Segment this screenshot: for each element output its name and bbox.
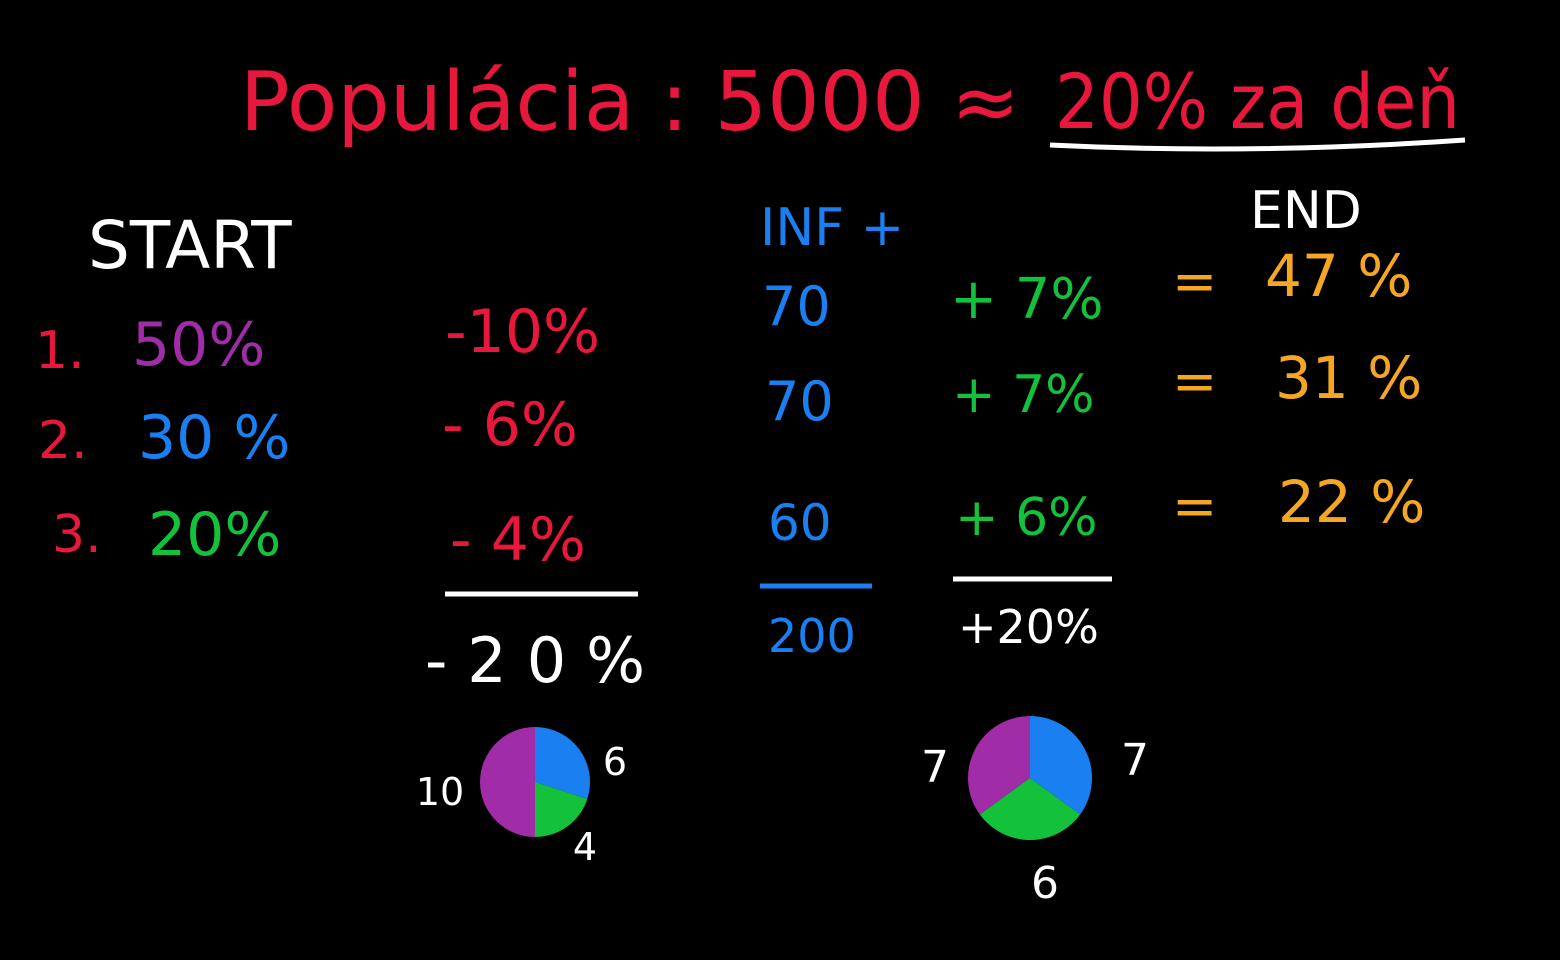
- pie-slice: [1030, 716, 1092, 815]
- gain-total: +20%: [958, 600, 1099, 654]
- loss: - 4%: [450, 505, 586, 575]
- gain: + 7%: [952, 365, 1095, 425]
- title-highlight: 20% za deň: [1055, 57, 1460, 146]
- pie-slice: [967, 716, 1030, 815]
- title: Populácia : 5000 ≈: [240, 55, 1020, 150]
- pie-label: 6: [603, 740, 627, 784]
- loss: - 6%: [442, 390, 578, 460]
- infected: 70: [765, 370, 834, 433]
- end-share: 47 %: [1265, 242, 1412, 310]
- start-header: START: [88, 207, 292, 284]
- equals: =: [1172, 250, 1217, 313]
- pie-slice: [535, 782, 588, 837]
- infected-header: INF +: [760, 198, 904, 258]
- equals: =: [1172, 475, 1217, 538]
- row-index: 1.: [35, 321, 85, 381]
- end-share: 31 %: [1275, 344, 1422, 412]
- end-header: END: [1250, 181, 1362, 241]
- row-index: 2.: [38, 411, 88, 471]
- start-share: 50%: [132, 310, 265, 380]
- pie-slice: [979, 778, 1081, 840]
- start-share: 20%: [148, 500, 281, 570]
- infected: 70: [762, 275, 831, 338]
- equals: =: [1172, 350, 1217, 413]
- infected: 60: [768, 494, 832, 552]
- row-index: 3.: [52, 505, 102, 565]
- loss: -10%: [445, 297, 600, 367]
- pie-label: 7: [921, 742, 949, 793]
- pie-slice: [535, 727, 590, 799]
- infected-total: 200: [768, 609, 856, 663]
- start-share: 30 %: [138, 403, 290, 473]
- pie-label: 7: [1121, 735, 1149, 786]
- pie-label: 6: [1031, 858, 1059, 909]
- pie-slice: [480, 727, 535, 837]
- pie-label: 4: [573, 825, 597, 869]
- gain: + 6%: [955, 488, 1098, 548]
- gain: + 7%: [950, 267, 1104, 332]
- pie-label: 10: [416, 770, 464, 814]
- underline: [1049, 137, 1466, 152]
- end-share: 22 %: [1278, 468, 1425, 536]
